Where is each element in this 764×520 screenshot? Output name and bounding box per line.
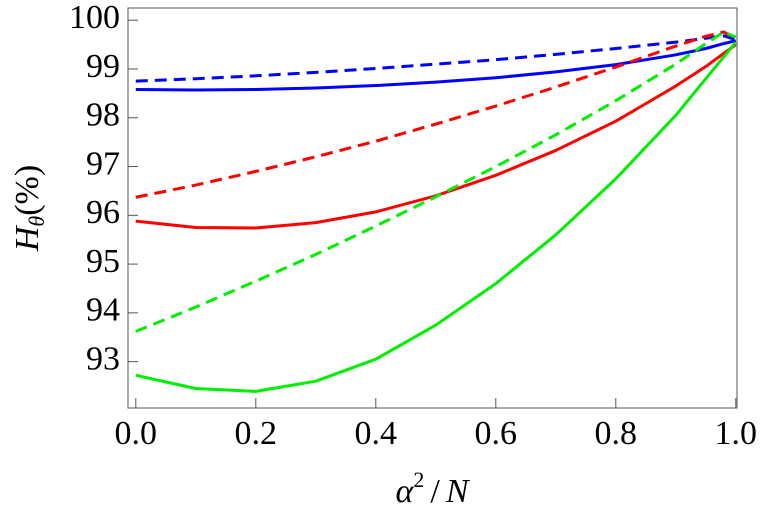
data-line bbox=[135, 41, 737, 393]
y-tick-label: 95 bbox=[86, 243, 120, 280]
x-tick-label: 0.4 bbox=[355, 415, 398, 452]
y-tick-label: 100 bbox=[69, 0, 120, 36]
data-line bbox=[135, 30, 737, 199]
y-label-base: H bbox=[9, 224, 46, 252]
y-label-rest: (%) bbox=[9, 165, 46, 216]
x-tick-label: 0.6 bbox=[475, 415, 518, 452]
x-label-sup: 2 bbox=[413, 467, 424, 492]
y-axis-label: Hθ(%) bbox=[9, 165, 49, 252]
x-tick-label: 0.2 bbox=[235, 415, 278, 452]
x-axis-label: α2/N bbox=[396, 467, 471, 510]
plot-frame bbox=[127, 7, 738, 409]
y-tick-label: 94 bbox=[86, 292, 120, 329]
data-line bbox=[135, 30, 737, 333]
y-tick-label: 96 bbox=[86, 194, 120, 231]
x-label-var: N bbox=[445, 473, 471, 510]
data-line bbox=[135, 34, 737, 83]
data-line bbox=[135, 43, 737, 230]
y-tick-label: 98 bbox=[86, 97, 120, 134]
y-tick-label: 99 bbox=[86, 48, 120, 85]
y-tick-label: 93 bbox=[86, 340, 120, 377]
y-tick-label: 97 bbox=[86, 145, 120, 182]
x-tick-label: 0.0 bbox=[115, 415, 158, 452]
y-label-sub: θ bbox=[24, 216, 49, 227]
data-line bbox=[135, 39, 737, 92]
x-label-op: / bbox=[430, 473, 440, 510]
x-label-base: α bbox=[396, 473, 415, 510]
x-tick-label: 0.8 bbox=[595, 415, 638, 452]
x-tick-label: 1.0 bbox=[715, 415, 758, 452]
